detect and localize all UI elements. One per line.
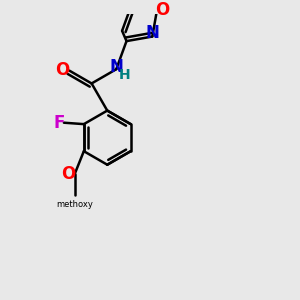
Text: F: F [53,114,64,132]
Text: O: O [155,1,169,19]
Text: N: N [146,24,160,42]
Text: methoxy: methoxy [56,200,93,209]
Text: H: H [118,68,130,83]
Text: O: O [55,61,69,79]
Text: N: N [109,58,123,76]
Text: O: O [61,165,75,183]
